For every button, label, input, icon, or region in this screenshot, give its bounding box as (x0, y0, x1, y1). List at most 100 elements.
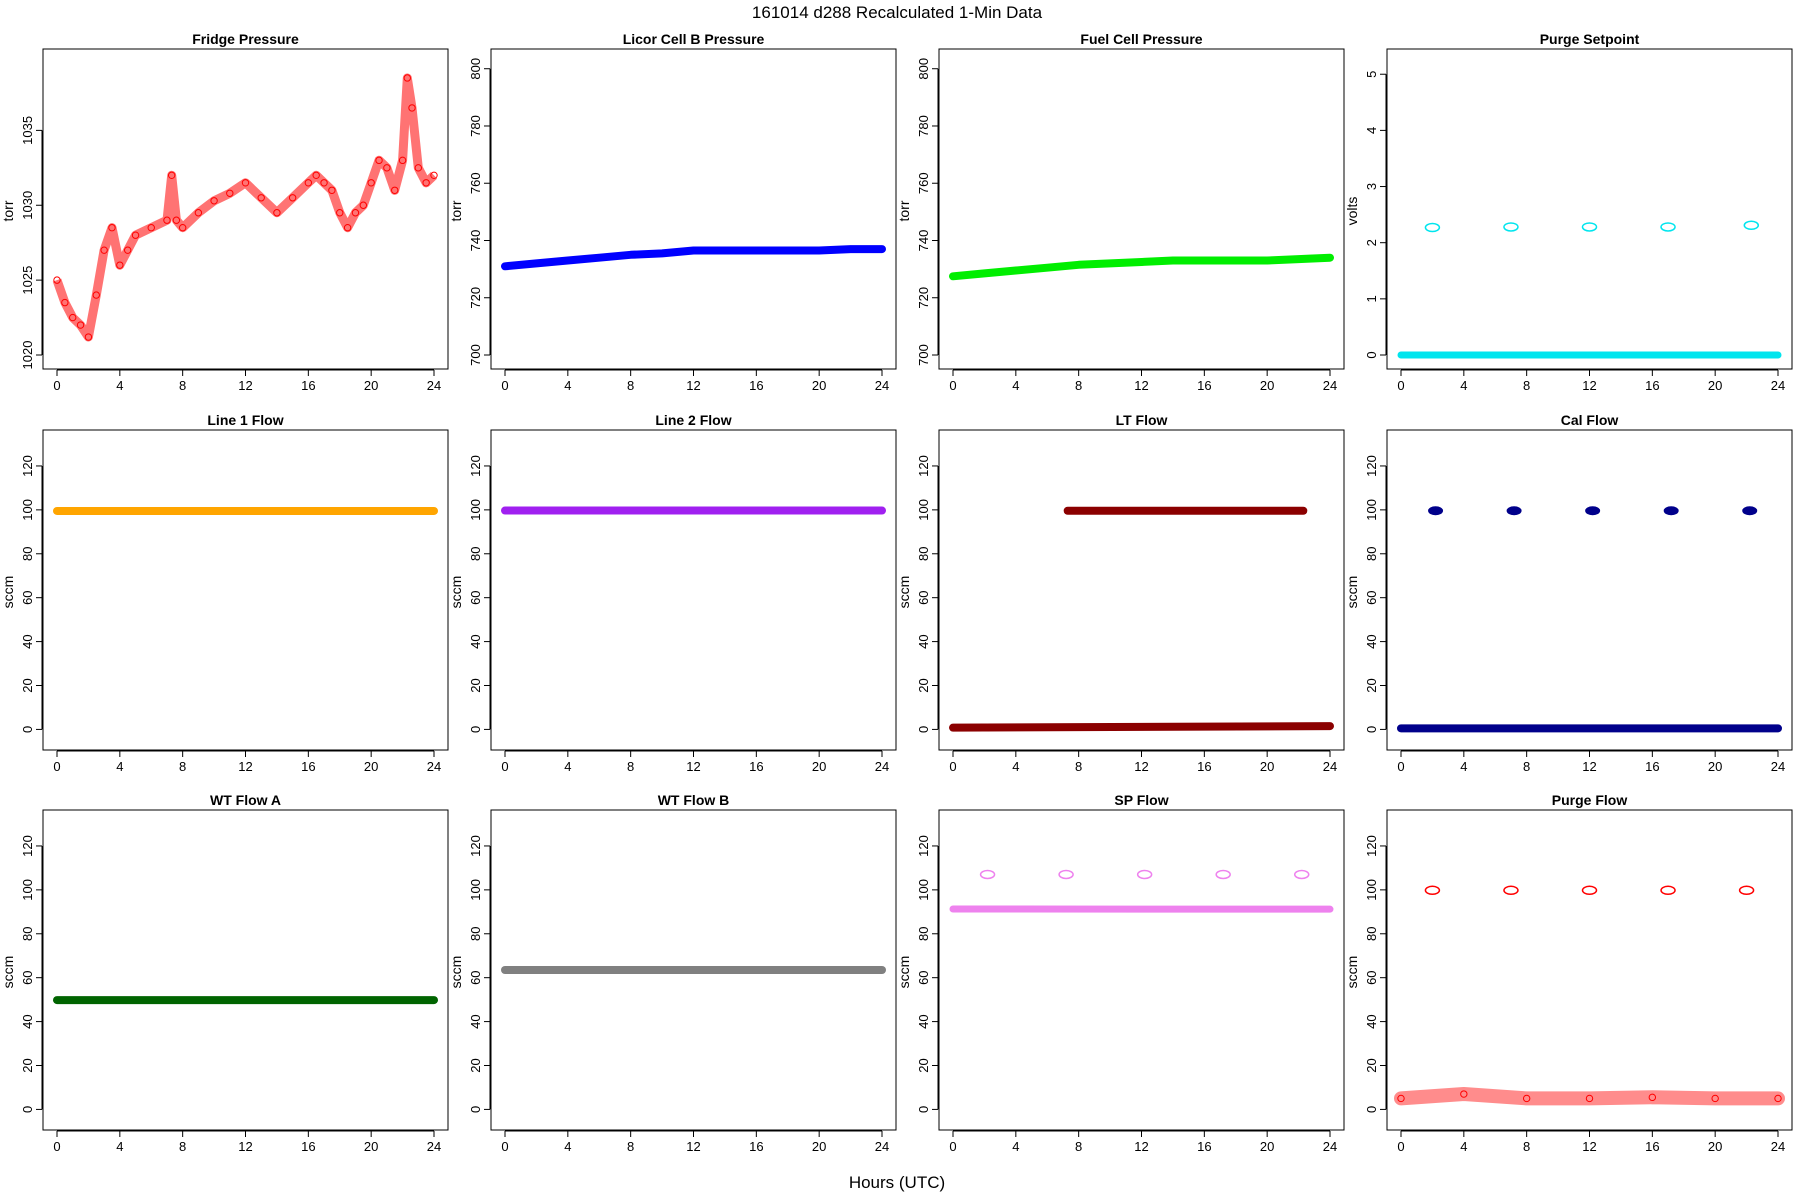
x-tick-label: 4 (116, 378, 123, 393)
data-point (343, 224, 352, 232)
x-tick-label: 20 (1708, 759, 1722, 774)
data-point (1738, 885, 1755, 896)
y-tick-label: 20 (1364, 678, 1379, 692)
x-tick-label: 0 (501, 759, 508, 774)
series-fuel-cell-pressure-0 (949, 253, 1334, 281)
x-tick-label: 4 (1460, 759, 1467, 774)
y-tick-label: 120 (916, 835, 931, 857)
panel-sp-flow: SP Flow 0 4 8 12 16 20 24 0 20 40 60 80 100 120 sccm (896, 792, 1345, 1154)
data-point (1743, 220, 1760, 231)
panel-lt-flow: LT Flow 0 4 8 12 16 20 24 0 20 40 60 80 100 120 sccm (896, 412, 1345, 774)
panel-title: LT Flow (1116, 412, 1168, 428)
x-tick-label: 0 (1397, 378, 1404, 393)
y-tick-label: 100 (916, 499, 931, 521)
x-tick-label: 8 (179, 1139, 186, 1154)
data-point (1215, 869, 1231, 880)
data-point (430, 171, 438, 180)
x-tick-label: 0 (53, 1139, 60, 1154)
y-tick-label: 100 (468, 879, 483, 901)
y-tick-label: 0 (20, 1106, 35, 1113)
y-tick-label: 700 (468, 344, 483, 366)
y-tick-label: 740 (916, 230, 931, 252)
x-tick-label: 8 (1523, 1139, 1530, 1154)
x-tick-label: 16 (1645, 1139, 1659, 1154)
x-tick-label: 8 (627, 378, 634, 393)
x-tick-label: 20 (812, 1139, 826, 1154)
x-tick-label: 12 (686, 378, 700, 393)
data-point (304, 179, 313, 187)
y-tick-label: 40 (1364, 634, 1379, 648)
data-point (1522, 1094, 1531, 1103)
y-tick-label: 20 (20, 1058, 35, 1072)
panel-title: Purge Flow (1552, 792, 1628, 808)
x-tick-label: 12 (686, 759, 700, 774)
data-point (1506, 506, 1522, 516)
x-tick-label: 8 (179, 759, 186, 774)
x-tick-label: 12 (238, 378, 252, 393)
x-tick-label: 24 (875, 378, 889, 393)
x-tick-label: 8 (1523, 378, 1530, 393)
y-tick-label: 100 (1364, 499, 1379, 521)
y-tick-label: 60 (916, 970, 931, 984)
plot-frame (1386, 429, 1793, 751)
y-tick-label: 800 (468, 58, 483, 80)
y-tick-label: 60 (916, 590, 931, 604)
y-tick-label: 20 (468, 1058, 483, 1072)
x-tick-label: 24 (875, 759, 889, 774)
data-point (1585, 1094, 1594, 1103)
data-point (1742, 506, 1758, 516)
x-tick-label: 12 (1134, 759, 1148, 774)
data-point (123, 246, 132, 254)
plot-frame (938, 809, 1345, 1131)
data-point (178, 224, 187, 232)
x-tick-label: 8 (1075, 378, 1082, 393)
data-point (163, 216, 171, 224)
panel-title: Fuel Cell Pressure (1080, 31, 1202, 47)
data-point (383, 164, 391, 172)
y-tick-label: 1030 (20, 191, 35, 220)
data-point (147, 224, 155, 232)
y-axis-label: sccm (448, 956, 464, 989)
y-tick-label: 3 (1364, 183, 1379, 190)
series-licor-cell-b-pressure-0 (501, 245, 886, 271)
y-tick-label: 100 (916, 879, 931, 901)
panel-title: Fridge Pressure (192, 31, 299, 47)
x-tick-label: 12 (1582, 378, 1596, 393)
y-tick-label: 120 (468, 455, 483, 477)
plot-frame (490, 809, 897, 1131)
data-point (1663, 506, 1679, 516)
data-point (1581, 885, 1598, 896)
plot-frame (1386, 809, 1793, 1131)
x-tick-label: 0 (949, 378, 956, 393)
data-point (375, 156, 383, 165)
panel-title: Line 1 Flow (207, 412, 283, 428)
x-tick-label: 16 (1645, 378, 1659, 393)
panel-licor-cell-b-pressure: Licor Cell B Pressure 0 4 8 12 16 20 24 700 720 74… (448, 31, 897, 393)
data-point (1397, 1094, 1405, 1103)
y-tick-label: 120 (916, 455, 931, 477)
y-tick-label: 1025 (20, 266, 35, 295)
x-tick-label: 16 (301, 378, 315, 393)
data-point (1503, 222, 1519, 232)
x-tick-label: 12 (1134, 1139, 1148, 1154)
y-axis-label: sccm (896, 576, 912, 609)
data-point (422, 179, 430, 187)
panel-title: SP Flow (1114, 792, 1168, 808)
x-tick-label: 12 (686, 1139, 700, 1154)
panel-fridge-pressure: Fridge Pressure 0 4 8 12 16 20 24 1020 1025 1030 10… (0, 31, 449, 393)
data-point (100, 246, 108, 254)
y-tick-label: 4 (1364, 127, 1379, 134)
x-tick-label: 24 (427, 378, 441, 393)
y-tick-label: 100 (20, 879, 35, 901)
data-point (1428, 506, 1444, 516)
y-tick-label: 40 (20, 1014, 35, 1028)
x-tick-label: 24 (875, 1139, 889, 1154)
x-tick-label: 24 (1771, 378, 1785, 393)
data-point (273, 209, 281, 217)
y-tick-label: 100 (20, 499, 35, 521)
x-tick-label: 0 (53, 759, 60, 774)
x-tick-label: 24 (1323, 1139, 1337, 1154)
y-axis-label: sccm (1344, 576, 1360, 609)
y-tick-label: 80 (1364, 927, 1379, 941)
